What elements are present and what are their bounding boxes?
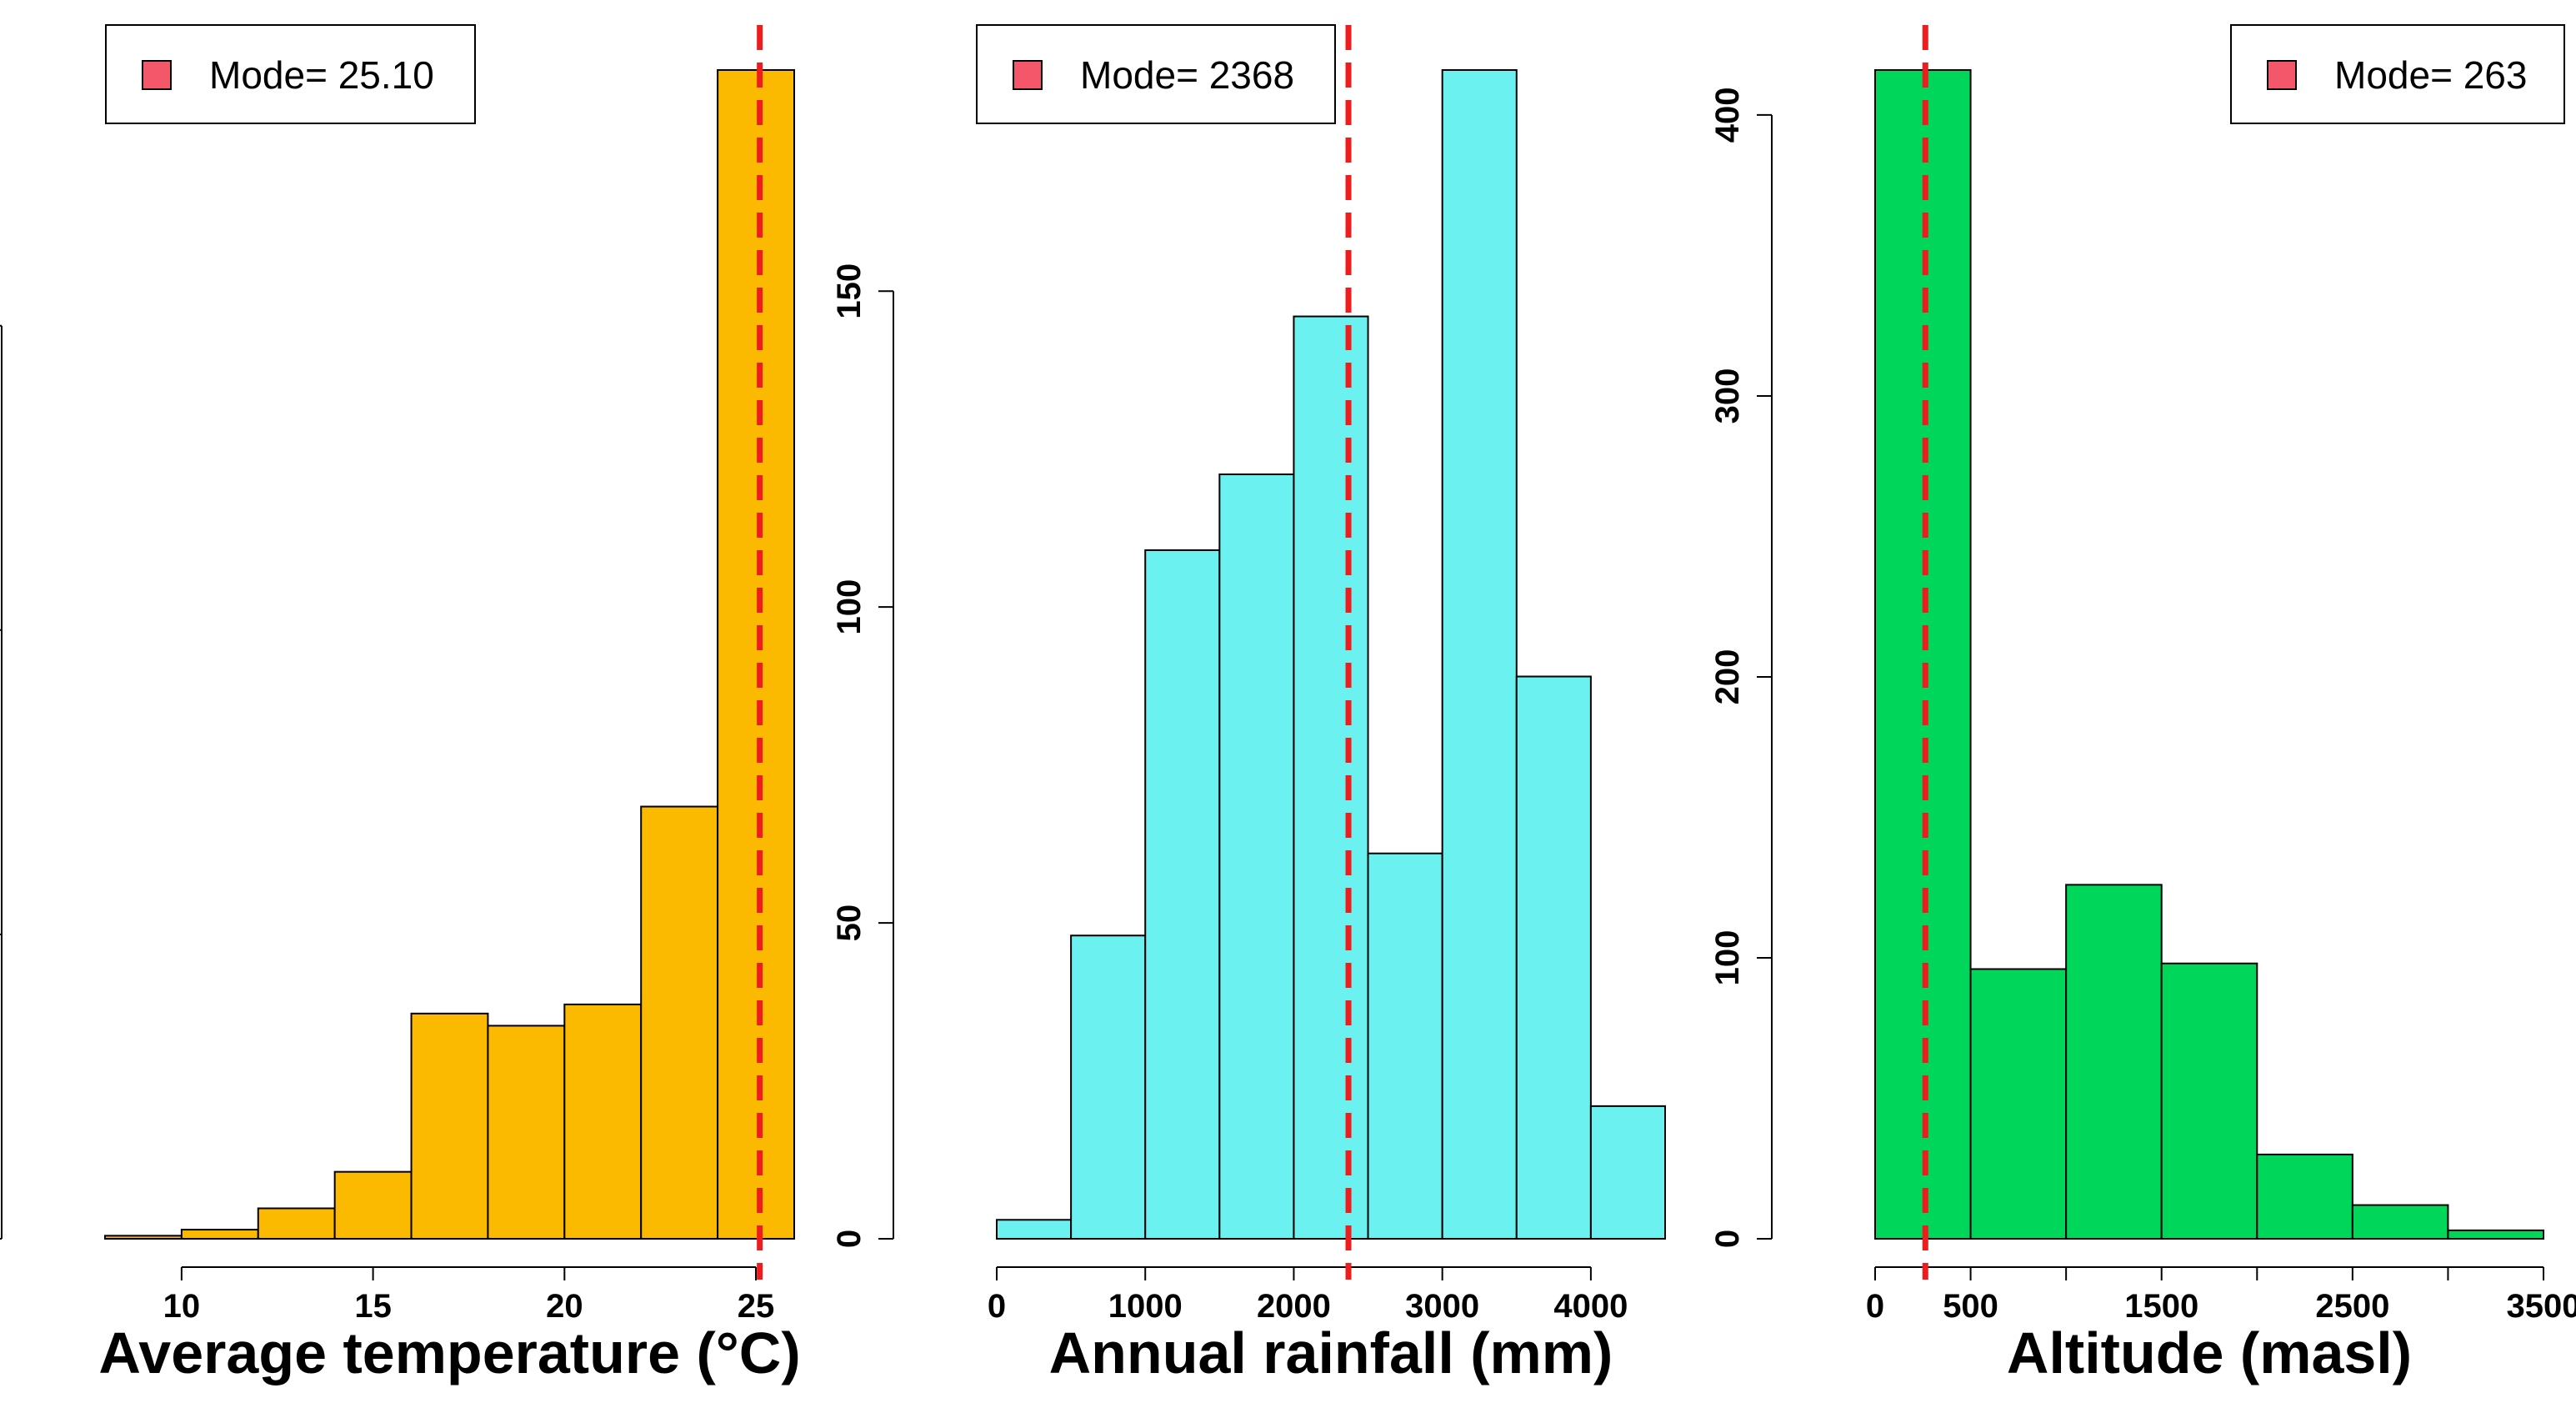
x-tick-label: 3500 — [2507, 1288, 2576, 1325]
histogram-bar — [1144, 549, 1221, 1240]
histogram-bar — [2160, 962, 2258, 1240]
x-tick-label: 500 — [1943, 1288, 1998, 1325]
x-tick-label: 25 — [738, 1288, 775, 1325]
legend-swatch — [142, 60, 172, 90]
x-tick-label: 0 — [988, 1288, 1006, 1325]
histogram-bar — [563, 1003, 643, 1240]
histogram-bar — [104, 1235, 183, 1240]
y-tick-label: 400 — [1709, 88, 1746, 143]
histogram-bar — [1441, 69, 1518, 1240]
y-tick-label: 100 — [1709, 930, 1746, 986]
histogram-bar — [2256, 1153, 2353, 1240]
histogram-bar — [1874, 69, 1972, 1240]
x-tick-label: 1000 — [1108, 1288, 1183, 1325]
histogram-bar — [180, 1229, 259, 1240]
histogram-bar — [717, 69, 795, 1240]
x-tick-label: 15 — [354, 1288, 392, 1325]
x-tick-label: 4000 — [1553, 1288, 1628, 1325]
x-tick-label: 1500 — [2124, 1288, 2198, 1325]
histogram-bar — [333, 1170, 413, 1240]
histogram-bar — [2447, 1229, 2544, 1240]
histogram-bar — [2351, 1204, 2449, 1240]
legend: Mode= 263 — [2230, 24, 2565, 124]
x-axis-title: Annual rainfall (mm) — [1049, 1320, 1613, 1385]
y-tick-label: 0 — [1709, 1230, 1746, 1248]
histogram-bar — [640, 805, 719, 1240]
histogram-bar — [257, 1207, 336, 1240]
x-tick-label: 3000 — [1405, 1288, 1479, 1325]
histogram-bar — [996, 1219, 1073, 1240]
legend-swatch — [1013, 60, 1043, 90]
histogram-bar — [1070, 934, 1147, 1240]
legend-label: Mode= 263 — [2334, 53, 2527, 97]
x-tick-label: 2000 — [1257, 1288, 1331, 1325]
y-tick-label: 150 — [831, 263, 868, 319]
y-tick-label: 300 — [1709, 368, 1746, 424]
histogram-bar — [1367, 852, 1443, 1240]
y-tick-label: 50 — [831, 904, 868, 942]
histogram-bar — [2065, 884, 2163, 1240]
histogram-bar — [1218, 474, 1295, 1240]
x-tick-label: 2500 — [2315, 1288, 2389, 1325]
histogram-bar — [1515, 675, 1592, 1240]
x-tick-label: 10 — [163, 1288, 201, 1325]
y-tick-label: 0 — [831, 1230, 868, 1248]
histogram-bar — [1293, 315, 1369, 1240]
histogram-bar — [410, 1012, 489, 1240]
y-tick-label: 100 — [831, 579, 868, 635]
legend-swatch — [2267, 60, 2297, 90]
histogram-bar — [1969, 968, 2068, 1240]
histogram-panel-1: 010020030010152025Average temperature (°… — [0, 24, 801, 1385]
x-axis-title: Average temperature (°C) — [98, 1320, 800, 1385]
y-tick-label: 200 — [1709, 649, 1746, 705]
legend: Mode= 2368 — [976, 24, 1336, 124]
x-axis-title: Altitude (masl) — [2007, 1320, 2412, 1385]
x-tick-label: 20 — [546, 1288, 583, 1325]
legend: Mode= 25.10 — [105, 24, 476, 124]
histogram-bar — [487, 1025, 566, 1240]
legend-label: Mode= 25.10 — [209, 53, 434, 97]
histogram-panel-3: 0 100 200 300 400 0 500 1500 2500 3500 Altitude (m… — [1709, 24, 2576, 1385]
legend-label: Mode= 2368 — [1080, 53, 1294, 97]
histogram-bar — [1589, 1105, 1667, 1240]
x-tick-label: 0 — [1866, 1288, 1884, 1325]
